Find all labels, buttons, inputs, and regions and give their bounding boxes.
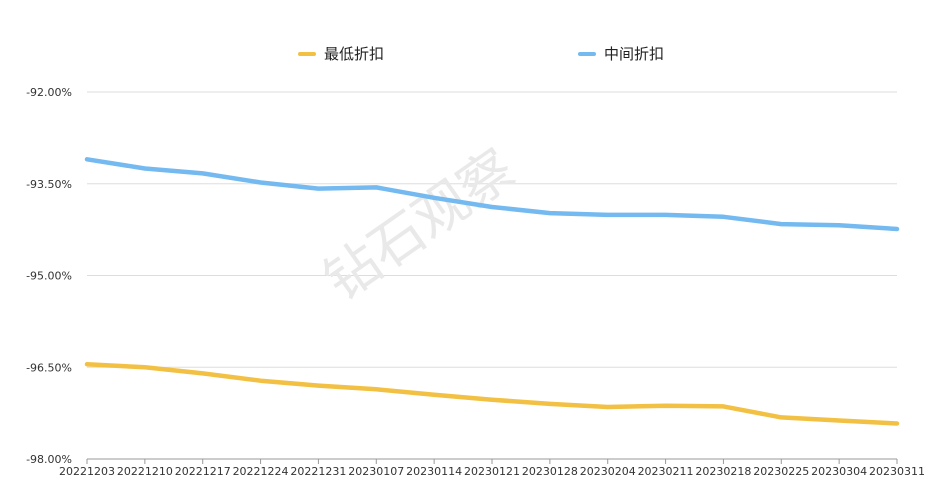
x-tick-label: 20221217 bbox=[175, 465, 231, 478]
legend-label: 中间折扣 bbox=[604, 45, 664, 63]
x-tick-label: 20230218 bbox=[695, 465, 751, 478]
series-lines bbox=[84, 157, 900, 426]
y-tick-label: -95.00% bbox=[26, 270, 72, 283]
x-tick-label: 20221210 bbox=[117, 465, 173, 478]
y-tick-label: -93.50% bbox=[26, 178, 72, 191]
x-tick-label: 20221231 bbox=[290, 465, 346, 478]
y-tick-label: -92.00% bbox=[26, 86, 72, 99]
series-line-1 bbox=[84, 157, 900, 232]
y-axis-ticks: -92.00% -93.50% -95.00% -96.50% -98.00% bbox=[26, 86, 72, 466]
x-tick-label: 20230128 bbox=[522, 465, 578, 478]
legend-label: 最低折扣 bbox=[324, 45, 384, 63]
x-tick-label: 20230304 bbox=[811, 465, 867, 478]
y-tick-label: -98.00% bbox=[26, 453, 72, 466]
x-tick-label: 20230311 bbox=[869, 465, 925, 478]
x-tick-label: 20221224 bbox=[233, 465, 289, 478]
x-tick-label: 20230211 bbox=[638, 465, 694, 478]
x-tick-label: 20230121 bbox=[464, 465, 520, 478]
legend: 最低折扣 中间折扣 bbox=[298, 45, 664, 63]
x-tick-label: 20230114 bbox=[406, 465, 462, 478]
x-axis-ticks: 20221203 20221210 20221217 20221224 20221231… bbox=[59, 459, 925, 478]
x-tick-label: 20221203 bbox=[59, 465, 115, 478]
series-line-0 bbox=[84, 361, 900, 426]
x-tick-label: 20230107 bbox=[348, 465, 404, 478]
watermark-text: 钻石观察 bbox=[313, 137, 526, 312]
x-tick-label: 20230225 bbox=[753, 465, 809, 478]
y-tick-label: -96.50% bbox=[26, 361, 72, 374]
x-tick-label: 20230204 bbox=[580, 465, 636, 478]
